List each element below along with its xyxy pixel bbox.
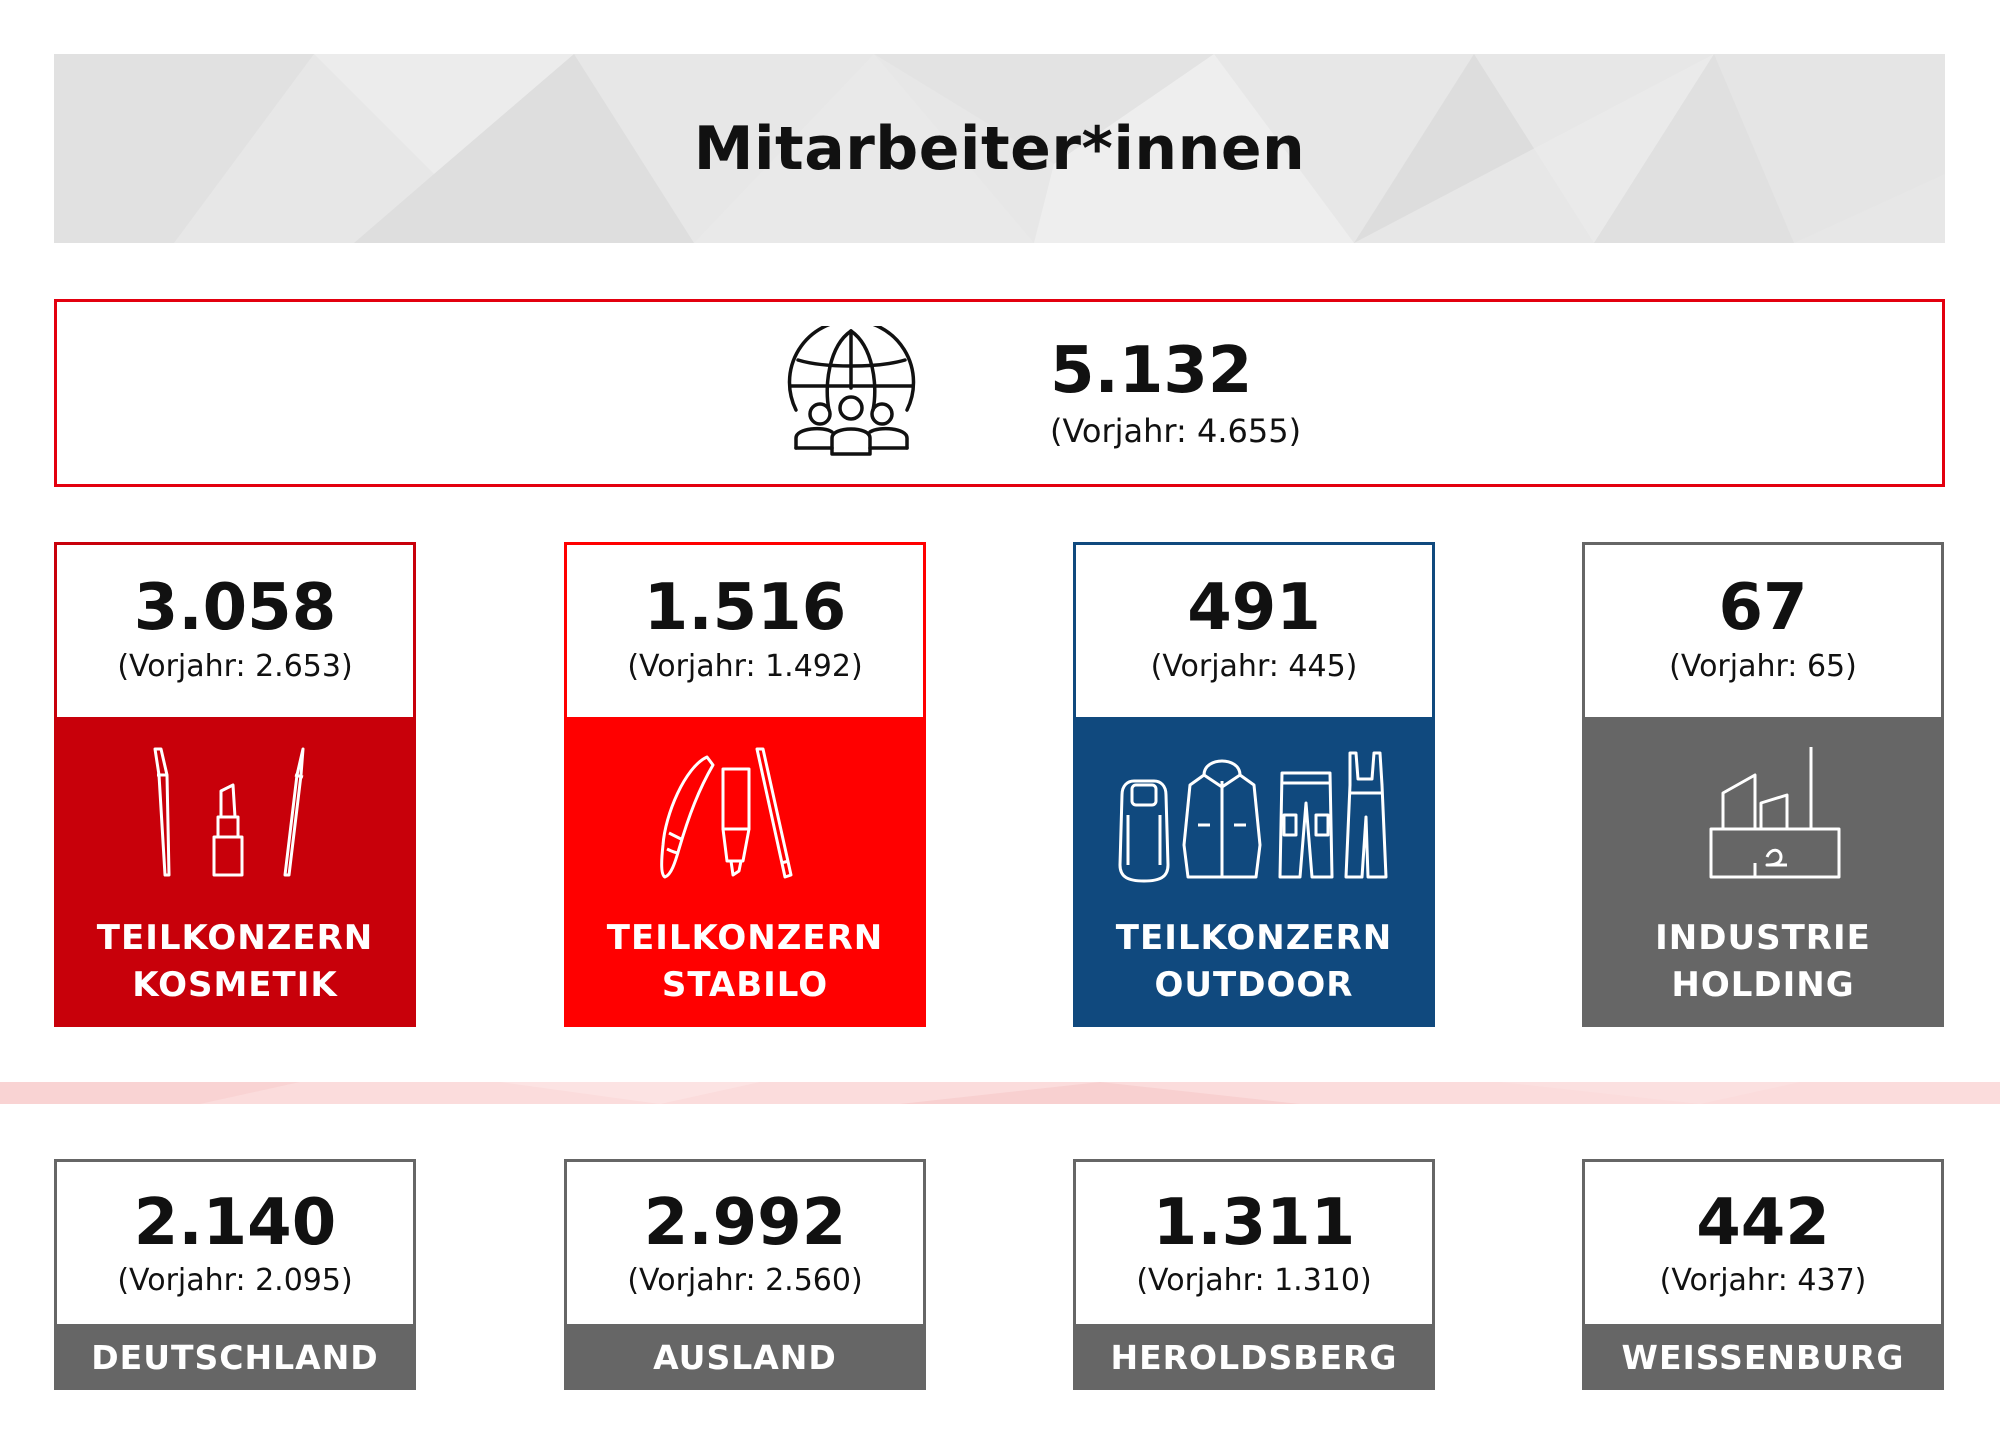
location-previous-year: (Vorjahr: 2.560) [627, 1263, 863, 1298]
pens-icon [660, 747, 793, 879]
location-card-ausland: 2.992 (Vorjahr: 2.560) AUSLAND [564, 1159, 926, 1390]
cosmetics-icon [153, 747, 305, 877]
location-label: AUSLAND [564, 1324, 926, 1390]
location-card-deutschland: 2.140 (Vorjahr: 2.095) DEUTSCHLAND [54, 1159, 416, 1390]
segment-value: 1.516 [643, 571, 847, 645]
segment-value: 3.058 [133, 571, 337, 645]
location-label: DEUTSCHLAND [54, 1324, 416, 1390]
segment-label-line2: KOSMETIK [132, 965, 338, 1005]
segment-label-line2: OUTDOOR [1154, 965, 1354, 1005]
segment-label-line1: INDUSTRIE [1655, 918, 1871, 958]
location-card-weissenburg: 442 (Vorjahr: 437) WEISSENBURG [1582, 1159, 1944, 1390]
segment-card-kosmetik: 3.058 (Vorjahr: 2.653) TEILKONZERN KOSME… [54, 542, 416, 1027]
total-employees-box: 5.132 (Vorjahr: 4.655) [54, 299, 1945, 487]
segment-label-line1: TEILKONZERN [1115, 918, 1393, 958]
band-pattern [0, 1082, 1800, 1104]
segment-card-stabilo: 1.516 (Vorjahr: 1.492) TEILKONZERN STABI… [564, 542, 926, 1027]
segment-label-line2: HOLDING [1671, 965, 1855, 1005]
segment-label-line1: TEILKONZERN [606, 918, 884, 958]
segment-value: 67 [1718, 571, 1808, 645]
factory-icon [1709, 747, 1841, 879]
location-value: 2.992 [643, 1186, 847, 1260]
polygon-background [54, 54, 1945, 243]
location-value: 442 [1696, 1186, 1830, 1260]
segment-previous-year: (Vorjahr: 2.653) [117, 649, 353, 684]
location-value: 2.140 [133, 1186, 337, 1260]
location-previous-year: (Vorjahr: 1.310) [1136, 1263, 1372, 1298]
location-previous-year: (Vorjahr: 2.095) [117, 1263, 353, 1298]
location-value: 1.311 [1152, 1186, 1356, 1260]
total-previous-year: (Vorjahr: 4.655) [1050, 412, 1302, 450]
segment-card-holding: 67 (Vorjahr: 65) INDUSTRIE HOLDING [1582, 542, 1944, 1027]
total-value: 5.132 [1050, 334, 1253, 408]
segment-value: 491 [1187, 571, 1321, 645]
location-label: WEISSENBURG [1582, 1324, 1944, 1390]
globe-people-icon [787, 326, 916, 456]
segment-previous-year: (Vorjahr: 1.492) [627, 649, 863, 684]
page-title: Mitarbeiter*innen [693, 113, 1306, 184]
segment-previous-year: (Vorjahr: 445) [1150, 649, 1358, 684]
segment-label-line2: STABILO [661, 965, 829, 1005]
segment-previous-year: (Vorjahr: 65) [1669, 649, 1857, 684]
segment-label-line1: TEILKONZERN [96, 918, 374, 958]
divider-band [0, 1082, 2000, 1104]
location-card-heroldsberg: 1.311 (Vorjahr: 1.310) HEROLDSBERG [1073, 1159, 1435, 1390]
location-previous-year: (Vorjahr: 437) [1659, 1263, 1867, 1298]
outdoor-clothing-icon [1118, 751, 1388, 883]
location-label: HEROLDSBERG [1073, 1324, 1435, 1390]
header-banner: Mitarbeiter*innen [54, 54, 1945, 243]
segment-card-outdoor: 491 (Vorjahr: 445) TEILKONZERN [1073, 542, 1435, 1027]
